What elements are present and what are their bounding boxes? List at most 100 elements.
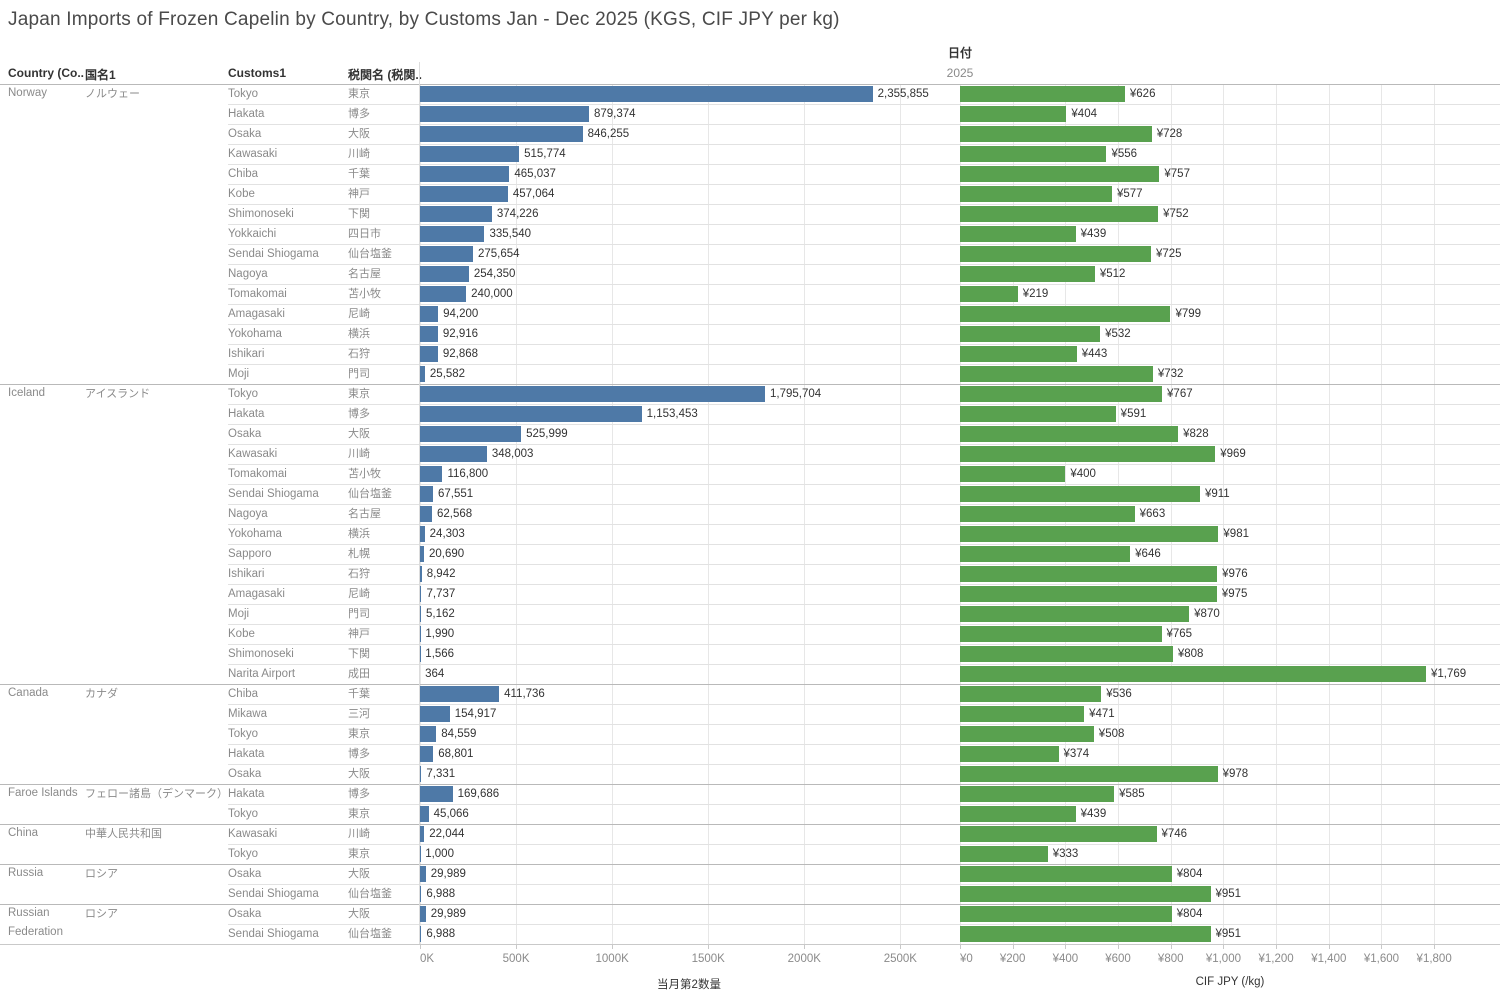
table-row[interactable]: Nagoya 名古屋 62,568 ¥663	[0, 504, 1500, 524]
quantity-bar[interactable]	[420, 586, 422, 602]
quantity-bar[interactable]	[420, 166, 510, 182]
price-bar[interactable]	[960, 466, 1066, 482]
price-bar[interactable]	[960, 826, 1157, 842]
quantity-bar[interactable]	[420, 386, 766, 402]
price-bar[interactable]	[960, 126, 1152, 142]
table-row[interactable]: China 中華人民共和国 Kawasaki 川崎 22,044 ¥746	[0, 824, 1500, 844]
price-bar[interactable]	[960, 926, 1211, 942]
column-header-country[interactable]: Country (Co..	[8, 66, 84, 80]
price-bar[interactable]	[960, 406, 1116, 422]
quantity-bar[interactable]	[420, 206, 492, 222]
table-row[interactable]: Tokyo 東京 45,066 ¥439	[0, 804, 1500, 824]
price-bar[interactable]	[960, 166, 1160, 182]
price-bar[interactable]	[960, 886, 1211, 902]
table-row[interactable]: Hakata 博多 879,374 ¥404	[0, 104, 1500, 124]
price-bar[interactable]	[960, 286, 1018, 302]
quantity-bar[interactable]	[420, 106, 589, 122]
price-bar[interactable]	[960, 486, 1200, 502]
quantity-bar[interactable]	[420, 906, 426, 922]
price-bar[interactable]	[960, 606, 1190, 622]
price-bar[interactable]	[960, 846, 1048, 862]
table-row[interactable]: Nagoya 名古屋 254,350 ¥512	[0, 264, 1500, 284]
table-row[interactable]: Hakata 博多 1,153,453 ¥591	[0, 404, 1500, 424]
table-row[interactable]: Iceland アイスランド Tokyo 東京 1,795,704 ¥767	[0, 384, 1500, 404]
table-row[interactable]: Osaka 大阪 846,255 ¥728	[0, 124, 1500, 144]
table-row[interactable]: Sendai Shiogama 仙台塩釜 6,988 ¥951	[0, 884, 1500, 904]
column-header-customs-jp[interactable]: 税関名 (税関..	[348, 68, 422, 82]
table-row[interactable]: Tokyo 東京 1,000 ¥333	[0, 844, 1500, 864]
table-row[interactable]: Russia ロシア Osaka 大阪 29,989 ¥804	[0, 864, 1500, 884]
quantity-bar[interactable]	[420, 806, 429, 822]
table-row[interactable]: Shimonoseki 下関 1,566 ¥808	[0, 644, 1500, 664]
table-row[interactable]: Moji 門司 25,582 ¥732	[0, 364, 1500, 384]
table-row[interactable]: Kawasaki 川崎 348,003 ¥969	[0, 444, 1500, 464]
quantity-bar[interactable]	[420, 786, 453, 802]
price-bar[interactable]	[960, 226, 1076, 242]
price-bar[interactable]	[960, 786, 1115, 802]
table-row[interactable]: Ishikari 石狩 92,868 ¥443	[0, 344, 1500, 364]
date-field-header[interactable]: 日付	[947, 46, 972, 60]
table-row[interactable]: Tomakomai 苫小牧 116,800 ¥400	[0, 464, 1500, 484]
quantity-bar[interactable]	[420, 246, 473, 262]
table-row[interactable]: Narita Airport 成田 364 ¥1,769	[0, 664, 1500, 684]
price-bar[interactable]	[960, 266, 1095, 282]
table-row[interactable]: Tomakomai 苫小牧 240,000 ¥219	[0, 284, 1500, 304]
quantity-bar[interactable]	[420, 486, 433, 502]
quantity-bar[interactable]	[420, 466, 443, 482]
price-bar[interactable]	[960, 906, 1172, 922]
table-row[interactable]: Sendai Shiogama 仙台塩釜 67,551 ¥911	[0, 484, 1500, 504]
price-bar[interactable]	[960, 626, 1162, 642]
quantity-bar[interactable]	[420, 526, 425, 542]
price-bar[interactable]	[960, 186, 1112, 202]
quantity-bar[interactable]	[420, 766, 422, 782]
price-bar[interactable]	[960, 566, 1218, 582]
quantity-bar[interactable]	[420, 266, 469, 282]
price-bar[interactable]	[960, 326, 1101, 342]
quantity-bar[interactable]	[420, 726, 437, 742]
table-row[interactable]: Yokkaichi 四日市 335,540 ¥439	[0, 224, 1500, 244]
price-bar[interactable]	[960, 346, 1077, 362]
quantity-bar[interactable]	[420, 346, 438, 362]
quantity-bar[interactable]	[420, 566, 422, 582]
table-row[interactable]: Ishikari 石狩 8,942 ¥976	[0, 564, 1500, 584]
quantity-bar[interactable]	[420, 746, 434, 762]
price-bar[interactable]	[960, 646, 1173, 662]
quantity-bar[interactable]	[420, 146, 520, 162]
price-bar[interactable]	[960, 146, 1107, 162]
quantity-bar[interactable]	[420, 926, 422, 942]
quantity-bar[interactable]	[420, 686, 500, 702]
table-row[interactable]: Norway ノルウェー Tokyo 東京 2,355,855 ¥626	[0, 84, 1500, 104]
table-row[interactable]: Osaka 大阪 7,331 ¥978	[0, 764, 1500, 784]
quantity-bar[interactable]	[420, 886, 422, 902]
table-row[interactable]: Russian Federation ロシア Osaka 大阪 29,989 ¥804	[0, 904, 1500, 938]
table-row[interactable]: Hakata 博多 68,801 ¥374	[0, 744, 1500, 764]
quantity-bar[interactable]	[420, 706, 450, 722]
quantity-bar[interactable]	[420, 506, 433, 522]
quantity-bar[interactable]	[420, 826, 425, 842]
table-row[interactable]: Amagasaki 尼崎 94,200 ¥799	[0, 304, 1500, 324]
quantity-bar[interactable]	[420, 186, 508, 202]
price-bar[interactable]	[960, 686, 1102, 702]
price-bar[interactable]	[960, 666, 1426, 682]
price-bar[interactable]	[960, 446, 1216, 462]
quantity-bar[interactable]	[420, 286, 467, 302]
price-bar[interactable]	[960, 706, 1085, 722]
price-bar[interactable]	[960, 586, 1217, 602]
price-bar[interactable]	[960, 386, 1163, 402]
table-row[interactable]: Kobe 神戸 1,990 ¥765	[0, 624, 1500, 644]
quantity-bar[interactable]	[420, 366, 425, 382]
table-row[interactable]: Yokohama 横浜 24,303 ¥981	[0, 524, 1500, 544]
price-bar[interactable]	[960, 306, 1171, 322]
price-bar[interactable]	[960, 86, 1125, 102]
table-row[interactable]: Faroe Islands フェロー諸島（デンマーク） Hakata 博多 169,68…	[0, 784, 1500, 804]
table-row[interactable]: Amagasaki 尼崎 7,737 ¥975	[0, 584, 1500, 604]
table-row[interactable]: Sendai Shiogama 仙台塩釜 6,988 ¥951	[0, 924, 1500, 944]
price-bar[interactable]	[960, 246, 1151, 262]
price-bar[interactable]	[960, 766, 1218, 782]
quantity-bar[interactable]	[420, 86, 873, 102]
price-bar[interactable]	[960, 746, 1059, 762]
table-row[interactable]: Osaka 大阪 525,999 ¥828	[0, 424, 1500, 444]
quantity-bar[interactable]	[420, 426, 522, 442]
price-bar[interactable]	[960, 526, 1219, 542]
price-bar[interactable]	[960, 426, 1179, 442]
